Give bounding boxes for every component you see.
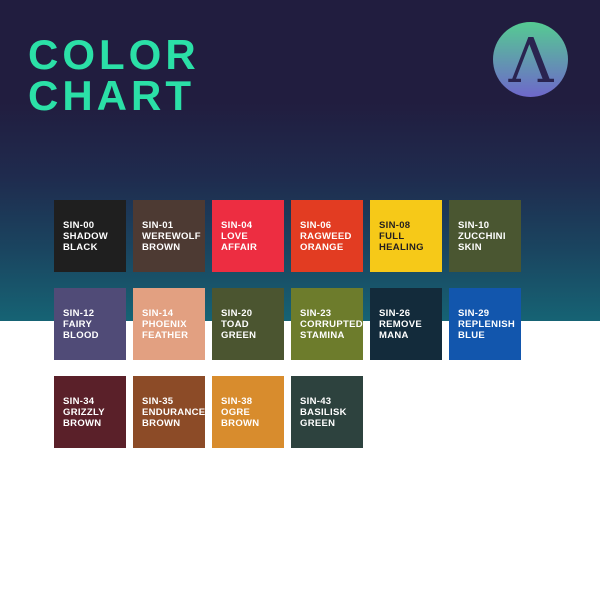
swatch-name-line: LOVE bbox=[221, 230, 249, 242]
swatch-name-line: ZUCCHINI bbox=[458, 230, 506, 242]
swatch-name-line: BLACK bbox=[63, 241, 98, 253]
swatch-name-line: CORRUPTED bbox=[300, 318, 363, 330]
swatch-sin-43: SIN-43 BASILISK GREEN bbox=[291, 376, 363, 448]
logo-circle bbox=[493, 22, 568, 97]
swatch-name-line: FEATHER bbox=[142, 329, 189, 341]
swatch-name-line: FAIRY bbox=[63, 318, 93, 330]
swatch-name-line: RAGWEED bbox=[300, 230, 352, 242]
swatch-sin-04: SIN-04 LOVE AFFAIR bbox=[212, 200, 284, 272]
swatch-code: SIN-01 bbox=[142, 219, 174, 231]
swatch-name-line: MANA bbox=[379, 329, 409, 341]
swatch-code: SIN-14 bbox=[142, 307, 174, 319]
swatch-code: SIN-35 bbox=[142, 395, 174, 407]
swatch-code: SIN-06 bbox=[300, 219, 332, 231]
swatch-name-line: HEALING bbox=[379, 241, 424, 253]
brand-logo: Λ bbox=[493, 22, 568, 97]
swatch-sin-29: SIN-29 REPLENISH BLUE bbox=[449, 288, 521, 360]
swatch-name-line: GREEN bbox=[300, 417, 336, 429]
swatch-name-line: BLOOD bbox=[63, 329, 99, 341]
swatch-name-line: BROWN bbox=[142, 241, 181, 253]
swatch-sin-34: SIN-34 GRIZZLY BROWN bbox=[54, 376, 126, 448]
swatch-name-line: STAMINA bbox=[300, 329, 345, 341]
page-title: COLOR CHART bbox=[28, 31, 200, 119]
swatch-sin-14: SIN-14 PHOENIX FEATHER bbox=[133, 288, 205, 360]
swatch-code: SIN-10 bbox=[458, 219, 490, 231]
swatch-code: SIN-12 bbox=[63, 307, 95, 319]
swatch-sin-38: SIN-38 OGRE BROWN bbox=[212, 376, 284, 448]
swatch-code: SIN-43 bbox=[300, 395, 332, 407]
swatch-name-line: BASILISK bbox=[300, 406, 347, 418]
swatch-sin-08: SIN-08 FULL HEALING bbox=[370, 200, 442, 272]
swatch-row: SIN-34 GRIZZLY BROWN SIN-35 ENDURANCE BROWN SI… bbox=[54, 376, 528, 448]
swatch-code: SIN-04 bbox=[221, 219, 253, 231]
swatch-name-line: TOAD bbox=[221, 318, 249, 330]
swatch-sin-06: SIN-06 RAGWEED ORANGE bbox=[291, 200, 363, 272]
logo-lambda-glyph: Λ bbox=[508, 24, 555, 97]
swatch-code: SIN-20 bbox=[221, 307, 253, 319]
swatch-grid: SIN-00 SHADOW BLACK SIN-01 WEREWOLF BROWN SIN-… bbox=[54, 200, 528, 464]
swatch-sin-01: SIN-01 WEREWOLF BROWN bbox=[133, 200, 205, 272]
swatch-code: SIN-08 bbox=[379, 219, 411, 231]
swatch-sin-10: SIN-10 ZUCCHINI SKIN bbox=[449, 200, 521, 272]
swatch-sin-23: SIN-23 CORRUPTED STAMINA bbox=[291, 288, 363, 360]
swatch-code: SIN-00 bbox=[63, 219, 95, 231]
swatch-name-line: SKIN bbox=[458, 241, 482, 253]
page-title-line2: CHART bbox=[28, 72, 195, 119]
swatch-name-line: GREEN bbox=[221, 329, 257, 341]
swatch-name-line: FULL bbox=[379, 230, 405, 242]
swatch-code: SIN-38 bbox=[221, 395, 253, 407]
swatch-row: SIN-00 SHADOW BLACK SIN-01 WEREWOLF BROWN SIN-… bbox=[54, 200, 528, 272]
swatch-name-line: ORANGE bbox=[300, 241, 344, 253]
swatch-row: SIN-12 FAIRY BLOOD SIN-14 PHOENIX FEATHER SIN-… bbox=[54, 288, 528, 360]
swatch-code: SIN-29 bbox=[458, 307, 490, 319]
swatch-sin-12: SIN-12 FAIRY BLOOD bbox=[54, 288, 126, 360]
lambda-logo-icon: Λ bbox=[493, 22, 568, 97]
swatch-name-line: BROWN bbox=[142, 417, 181, 429]
swatch-name-line: OGRE bbox=[221, 406, 251, 418]
swatch-sin-26: SIN-26 REMOVE MANA bbox=[370, 288, 442, 360]
swatch-name-line: SHADOW bbox=[63, 230, 109, 242]
swatch-name-line: AFFAIR bbox=[221, 241, 258, 253]
swatch-name-line: BLUE bbox=[458, 329, 486, 341]
swatch-name-line: BROWN bbox=[63, 417, 102, 429]
swatch-sin-20: SIN-20 TOAD GREEN bbox=[212, 288, 284, 360]
swatch-name-line: WEREWOLF bbox=[142, 230, 201, 242]
swatch-name-line: BROWN bbox=[221, 417, 260, 429]
swatch-name-line: GRIZZLY bbox=[63, 406, 105, 418]
page-title-line1: COLOR bbox=[28, 31, 200, 78]
swatch-sin-35: SIN-35 ENDURANCE BROWN bbox=[133, 376, 205, 448]
swatch-name-line: REMOVE bbox=[379, 318, 422, 330]
swatch-code: SIN-34 bbox=[63, 395, 95, 407]
swatch-name-line: PHOENIX bbox=[142, 318, 187, 330]
swatch-sin-00: SIN-00 SHADOW BLACK bbox=[54, 200, 126, 272]
swatch-name-line: ENDURANCE bbox=[142, 406, 206, 418]
swatch-code: SIN-23 bbox=[300, 307, 332, 319]
swatch-name-line: REPLENISH bbox=[458, 318, 516, 330]
swatch-code: SIN-26 bbox=[379, 307, 411, 319]
